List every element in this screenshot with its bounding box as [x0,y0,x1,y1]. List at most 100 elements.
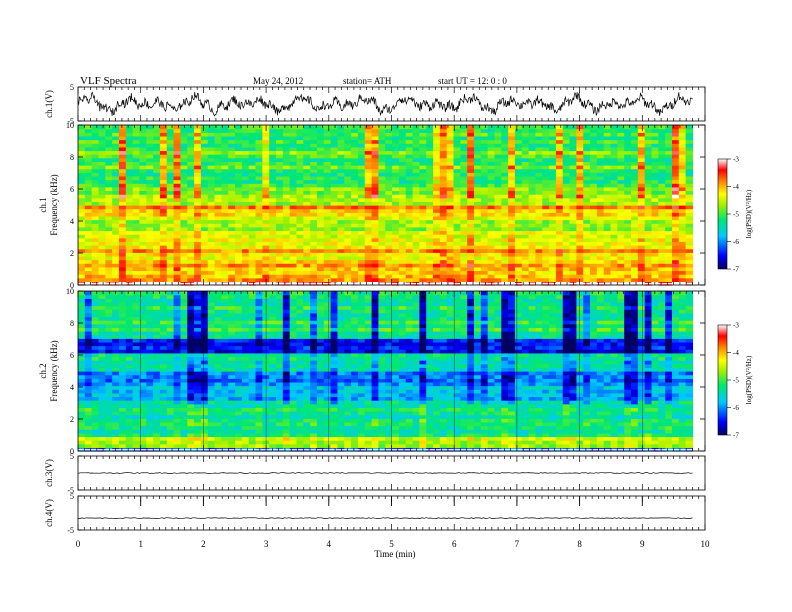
spectrogram-cell [221,241,229,246]
spectrogram-cell [351,223,359,228]
spectrogram-cell [433,128,441,133]
spectrogram-cell [480,157,489,162]
spectrogram-cell [617,425,625,430]
spectrogram-cell [487,179,496,184]
spectrogram-cell [617,237,625,242]
spectrogram-cell [364,429,373,434]
spectrogram-cell [132,125,141,130]
spectrogram-cell [241,150,250,155]
spectrogram-cell [330,440,339,445]
spectrogram-cell [439,201,448,206]
spectrogram-cell [473,226,482,232]
spectrogram-cell [521,125,530,130]
spectrogram-cell [576,274,584,279]
spectrogram-cell [282,183,291,188]
spectrogram-cell [412,208,420,213]
spectrogram-cell [651,179,659,184]
spectrogram-cell [330,183,339,188]
spectrogram-cell [439,252,448,257]
spectrogram-cell [371,201,380,206]
spectrogram-cell [289,143,298,148]
spectrogram-cell [569,248,577,253]
spectrogram-cell [658,205,666,210]
spectrogram-cell [392,128,400,133]
spectrogram-cell [426,270,434,275]
spectrogram-cell [282,175,291,181]
spectrogram-cell [569,226,577,232]
spectrogram-cell [159,411,168,416]
spectrogram-cell [221,143,229,148]
spectrogram-cell [412,128,420,133]
spectrogram-cell [351,194,359,199]
spectrogram-cell [371,234,380,239]
spectrogram-cell [658,125,666,130]
spectrogram-cell [241,266,250,272]
spectrogram-cell [631,436,639,441]
spectrogram-cell [98,277,106,282]
spectrogram-cell [535,139,543,144]
spectrogram-cell [371,165,380,170]
spectrogram-cell [590,259,598,264]
spectrogram-cell [576,421,584,427]
spectrogram-cell [78,241,86,246]
spectrogram-cell [446,208,455,213]
spectrogram-cell [296,245,304,250]
spectrogram-cell [508,175,516,181]
spectrogram-cell [248,411,257,416]
spectrogram-cell [398,135,407,141]
spectrogram-cell [173,205,182,210]
spectrogram-cell [194,443,202,448]
spectrogram-cell [371,135,380,141]
spectrogram-cell [412,274,420,279]
spectrogram-cell [651,201,659,206]
spectrogram-cell [392,274,400,279]
spectrogram-cell [460,190,468,195]
spectrogram-cell [576,219,584,224]
spectrogram-cell [480,146,489,152]
spectrogram-cell [631,234,639,239]
spectrogram-cell [255,212,263,217]
spectrogram-cell [146,208,154,213]
spectrogram-cell [453,175,461,181]
spectrogram-cell [282,205,291,210]
spectrogram-cell [480,266,489,272]
spectrogram-cell [105,143,113,148]
spectrogram-cell [125,175,134,181]
spectrogram-cell [125,154,134,159]
spectrogram-cell [132,143,141,148]
spectrogram-cell [139,241,147,246]
spectrogram-cell [562,143,571,148]
spectrogram-cell [446,186,455,192]
spectrogram-cell [453,259,461,264]
spectrogram-cell [221,407,229,412]
spectrogram-cell [521,230,530,235]
spectrogram-cell [248,263,257,268]
spectrogram-cell [617,157,625,162]
spectrogram-cell [330,197,339,202]
spectrogram-cell [166,248,175,253]
spectrogram-cell [316,266,325,272]
spectrogram-cell [166,418,175,423]
spectrogram-cell [494,429,502,434]
spectrogram-cell [296,255,304,261]
spectrogram-cell [282,168,291,173]
spectrogram-cell [576,414,584,419]
spectrogram-cell [542,201,550,206]
spectrogram-cell [78,168,86,173]
spectrogram-cell [262,223,270,228]
spectrogram-cell [180,277,188,282]
spectrogram-cell [521,277,530,282]
spectrogram-cell [446,179,455,184]
spectrogram-cell [392,183,400,188]
spectrogram-cell [542,154,550,159]
spectrogram-cell [207,219,216,224]
spectrogram-cell [200,212,209,217]
spectrogram-cell [651,421,659,427]
spectrogram-cell [453,255,461,261]
spectrogram-cell [685,146,694,152]
spectrogram-cell [221,429,229,434]
spectrogram-cell [678,263,687,268]
spectrogram-cell [562,135,571,141]
spectrogram-cell [112,248,120,253]
spectrogram-cell [473,183,482,188]
